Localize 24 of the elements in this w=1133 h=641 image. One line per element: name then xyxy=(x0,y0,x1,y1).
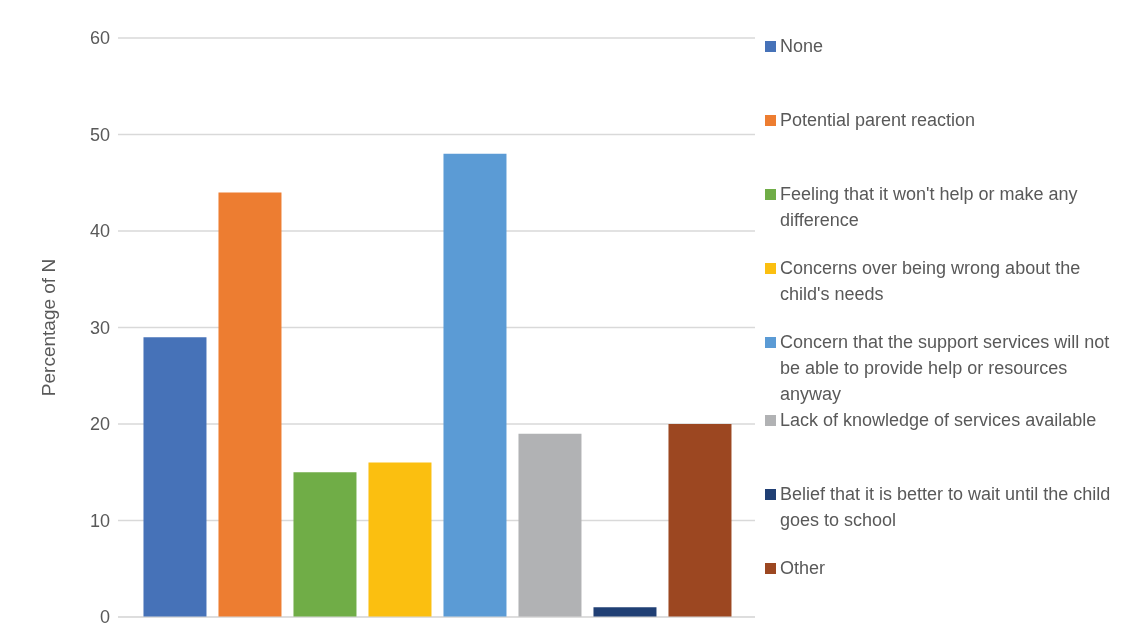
bar xyxy=(668,424,732,617)
legend-label: Concern that the support services will not be able to provide help or resources anyway xyxy=(780,331,1111,406)
y-axis-title: Percentage of N xyxy=(37,258,59,397)
bar xyxy=(293,472,357,617)
legend-label: Other xyxy=(780,557,826,580)
bar xyxy=(218,192,282,617)
y-tick-label: 40 xyxy=(89,221,110,242)
bar xyxy=(143,337,207,617)
y-tick-label: 60 xyxy=(89,28,110,49)
bar xyxy=(368,462,432,617)
legend-label: Feeling that it won't help or make any difference xyxy=(780,183,1079,232)
legend-label: Lack of knowledge of services available xyxy=(780,409,1097,432)
y-tick-label: 0 xyxy=(99,607,110,628)
y-tick-label: 20 xyxy=(89,414,110,435)
y-tick-label: 50 xyxy=(89,124,110,145)
legend-label: Concerns over being wrong about the child's needs xyxy=(780,257,1082,306)
y-tick-label: 30 xyxy=(89,317,110,338)
y-tick-label: 10 xyxy=(89,510,110,531)
bar xyxy=(443,153,507,617)
bar xyxy=(593,607,657,617)
legend-label: None xyxy=(780,35,824,58)
legend-label: Potential parent reaction xyxy=(780,109,976,132)
bar xyxy=(518,433,582,617)
legend-label: Belief that it is better to wait until the child goes to school xyxy=(780,483,1112,532)
